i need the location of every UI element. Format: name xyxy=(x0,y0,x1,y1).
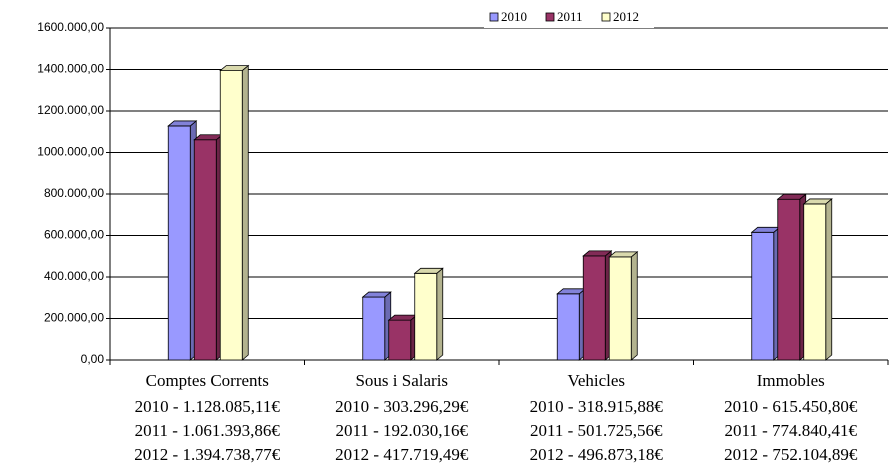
legend-box xyxy=(484,8,654,28)
y-tick-label: 1000.000,00 xyxy=(37,145,104,159)
value-label: 2011 - 774.840,41€ xyxy=(724,421,857,440)
legend-label: 2011 xyxy=(557,9,583,24)
bar-top xyxy=(608,251,639,258)
bar-top xyxy=(413,267,444,274)
value-label: 2012 - 752.104,89€ xyxy=(724,445,858,464)
legend-swatch xyxy=(545,12,555,22)
legend-label: 2012 xyxy=(613,9,639,24)
y-tick-label: 1600.000,00 xyxy=(37,20,104,34)
y-tick-label: 200.000,00 xyxy=(44,311,104,325)
bar xyxy=(556,293,580,361)
bar-top xyxy=(582,250,613,257)
bar xyxy=(803,203,827,361)
x-tick-label: Vehicles xyxy=(567,371,625,390)
value-label: 2010 - 1.128.085,11€ xyxy=(135,397,281,416)
y-tick-label: 800.000,00 xyxy=(44,186,104,200)
x-tick-label: Comptes Corrents xyxy=(146,371,269,390)
value-label: 2012 - 417.719,49€ xyxy=(335,445,469,464)
bar xyxy=(362,296,386,361)
bar xyxy=(388,319,412,361)
legend-label: 2010 xyxy=(501,9,527,24)
legend-swatch xyxy=(489,12,499,22)
value-label: 2011 - 1.061.393,86€ xyxy=(135,421,281,440)
value-label: 2011 - 192.030,16€ xyxy=(335,421,468,440)
bar-side xyxy=(241,64,249,361)
bar xyxy=(193,139,217,361)
bar-side xyxy=(630,251,638,361)
bar-side xyxy=(825,198,833,361)
value-label: 2010 - 318.915,88€ xyxy=(530,397,664,416)
bar xyxy=(167,125,191,361)
value-label: 2012 - 1.394.738,77€ xyxy=(134,445,280,464)
bar xyxy=(414,272,438,361)
bar-top xyxy=(802,198,833,205)
bar-top xyxy=(219,65,250,71)
bar xyxy=(751,231,775,361)
bar xyxy=(777,198,801,361)
bar-top xyxy=(776,193,807,200)
bar xyxy=(608,256,632,361)
bar-top xyxy=(167,120,198,127)
y-tick-label: 400.000,00 xyxy=(44,269,104,283)
bar-side xyxy=(436,267,444,361)
value-label: 2010 - 303.296,29€ xyxy=(335,397,469,416)
y-tick-label: 1400.000,00 xyxy=(37,62,104,76)
bar-top xyxy=(361,291,392,298)
x-tick-label: Sous i Salaris xyxy=(355,371,448,390)
y-tick-label: 600.000,00 xyxy=(44,228,104,242)
value-label: 2012 - 496.873,18€ xyxy=(530,445,664,464)
bar xyxy=(219,70,243,361)
y-tick-label: 1200.000,00 xyxy=(37,103,104,117)
value-label: 2011 - 501.725,56€ xyxy=(530,421,663,440)
x-tick-label: Immobles xyxy=(757,371,825,390)
y-tick-label: 0,00 xyxy=(81,352,105,366)
bar xyxy=(582,255,606,361)
value-label: 2010 - 615.450,80€ xyxy=(724,397,858,416)
legend-swatch xyxy=(601,12,611,22)
